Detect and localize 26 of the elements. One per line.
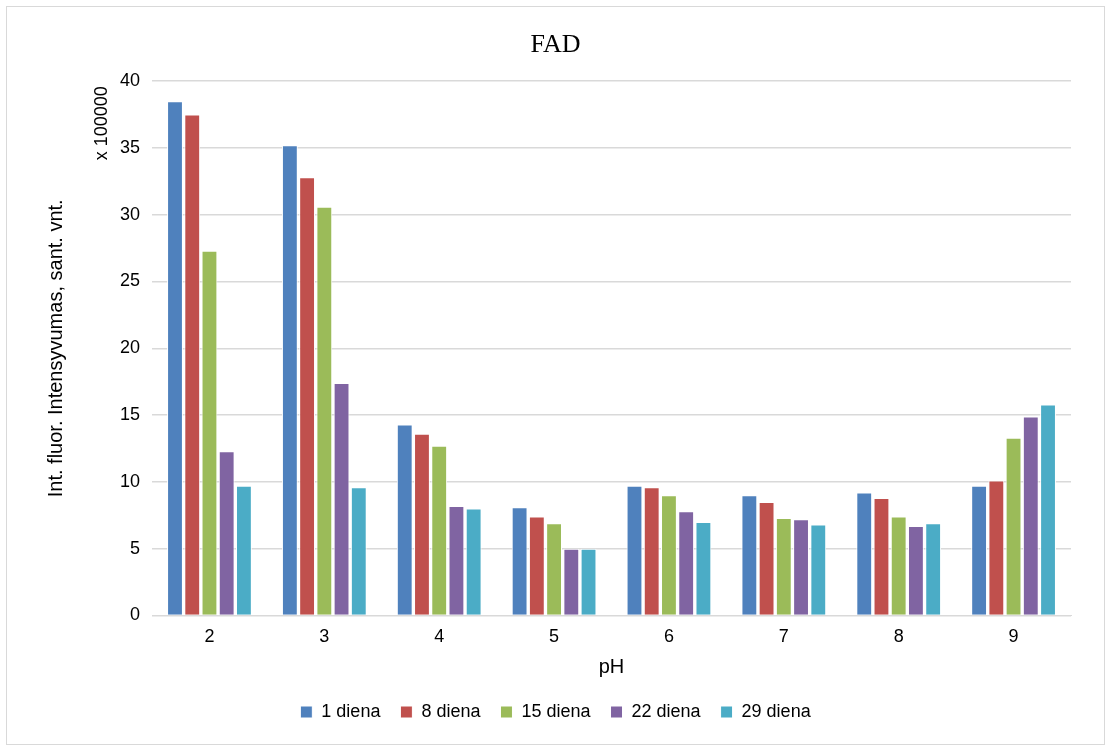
y-tick-label: 0 bbox=[130, 604, 141, 625]
legend-label: 1 diena bbox=[321, 700, 382, 721]
legend-label: 22 diena bbox=[631, 700, 702, 721]
y-tick-label: 25 bbox=[119, 270, 141, 291]
y-tick-label: 20 bbox=[119, 337, 141, 358]
x-tick-label: 3 bbox=[319, 626, 330, 647]
y-tick-label: 35 bbox=[119, 136, 141, 157]
legend-label: 29 diena bbox=[741, 700, 812, 721]
chart-title: FAD bbox=[530, 29, 581, 59]
y-tick-label: 15 bbox=[119, 404, 141, 425]
x-tick-label: 2 bbox=[204, 626, 215, 647]
y-tick-label: 10 bbox=[119, 470, 141, 491]
legend-label: 15 diena bbox=[521, 700, 592, 721]
x-tick-label: 6 bbox=[663, 626, 674, 647]
legend-label: 8 diena bbox=[421, 700, 482, 721]
text: x 100000 bbox=[90, 86, 111, 161]
x-tick-label: 7 bbox=[778, 626, 789, 647]
y-tick-label: 40 bbox=[119, 70, 141, 91]
x-tick-label: 9 bbox=[1008, 626, 1019, 647]
x-tick-label: 8 bbox=[893, 626, 904, 647]
y-tick-label: 30 bbox=[119, 203, 141, 224]
y-tick-label: 5 bbox=[130, 537, 141, 558]
x-axis-title: pH bbox=[598, 654, 625, 677]
y-axis-title: Int. fluor. Intensyvumas, sant. vnt. bbox=[43, 199, 66, 498]
x-tick-label: 4 bbox=[434, 626, 445, 647]
x-tick-label: 5 bbox=[549, 626, 560, 647]
